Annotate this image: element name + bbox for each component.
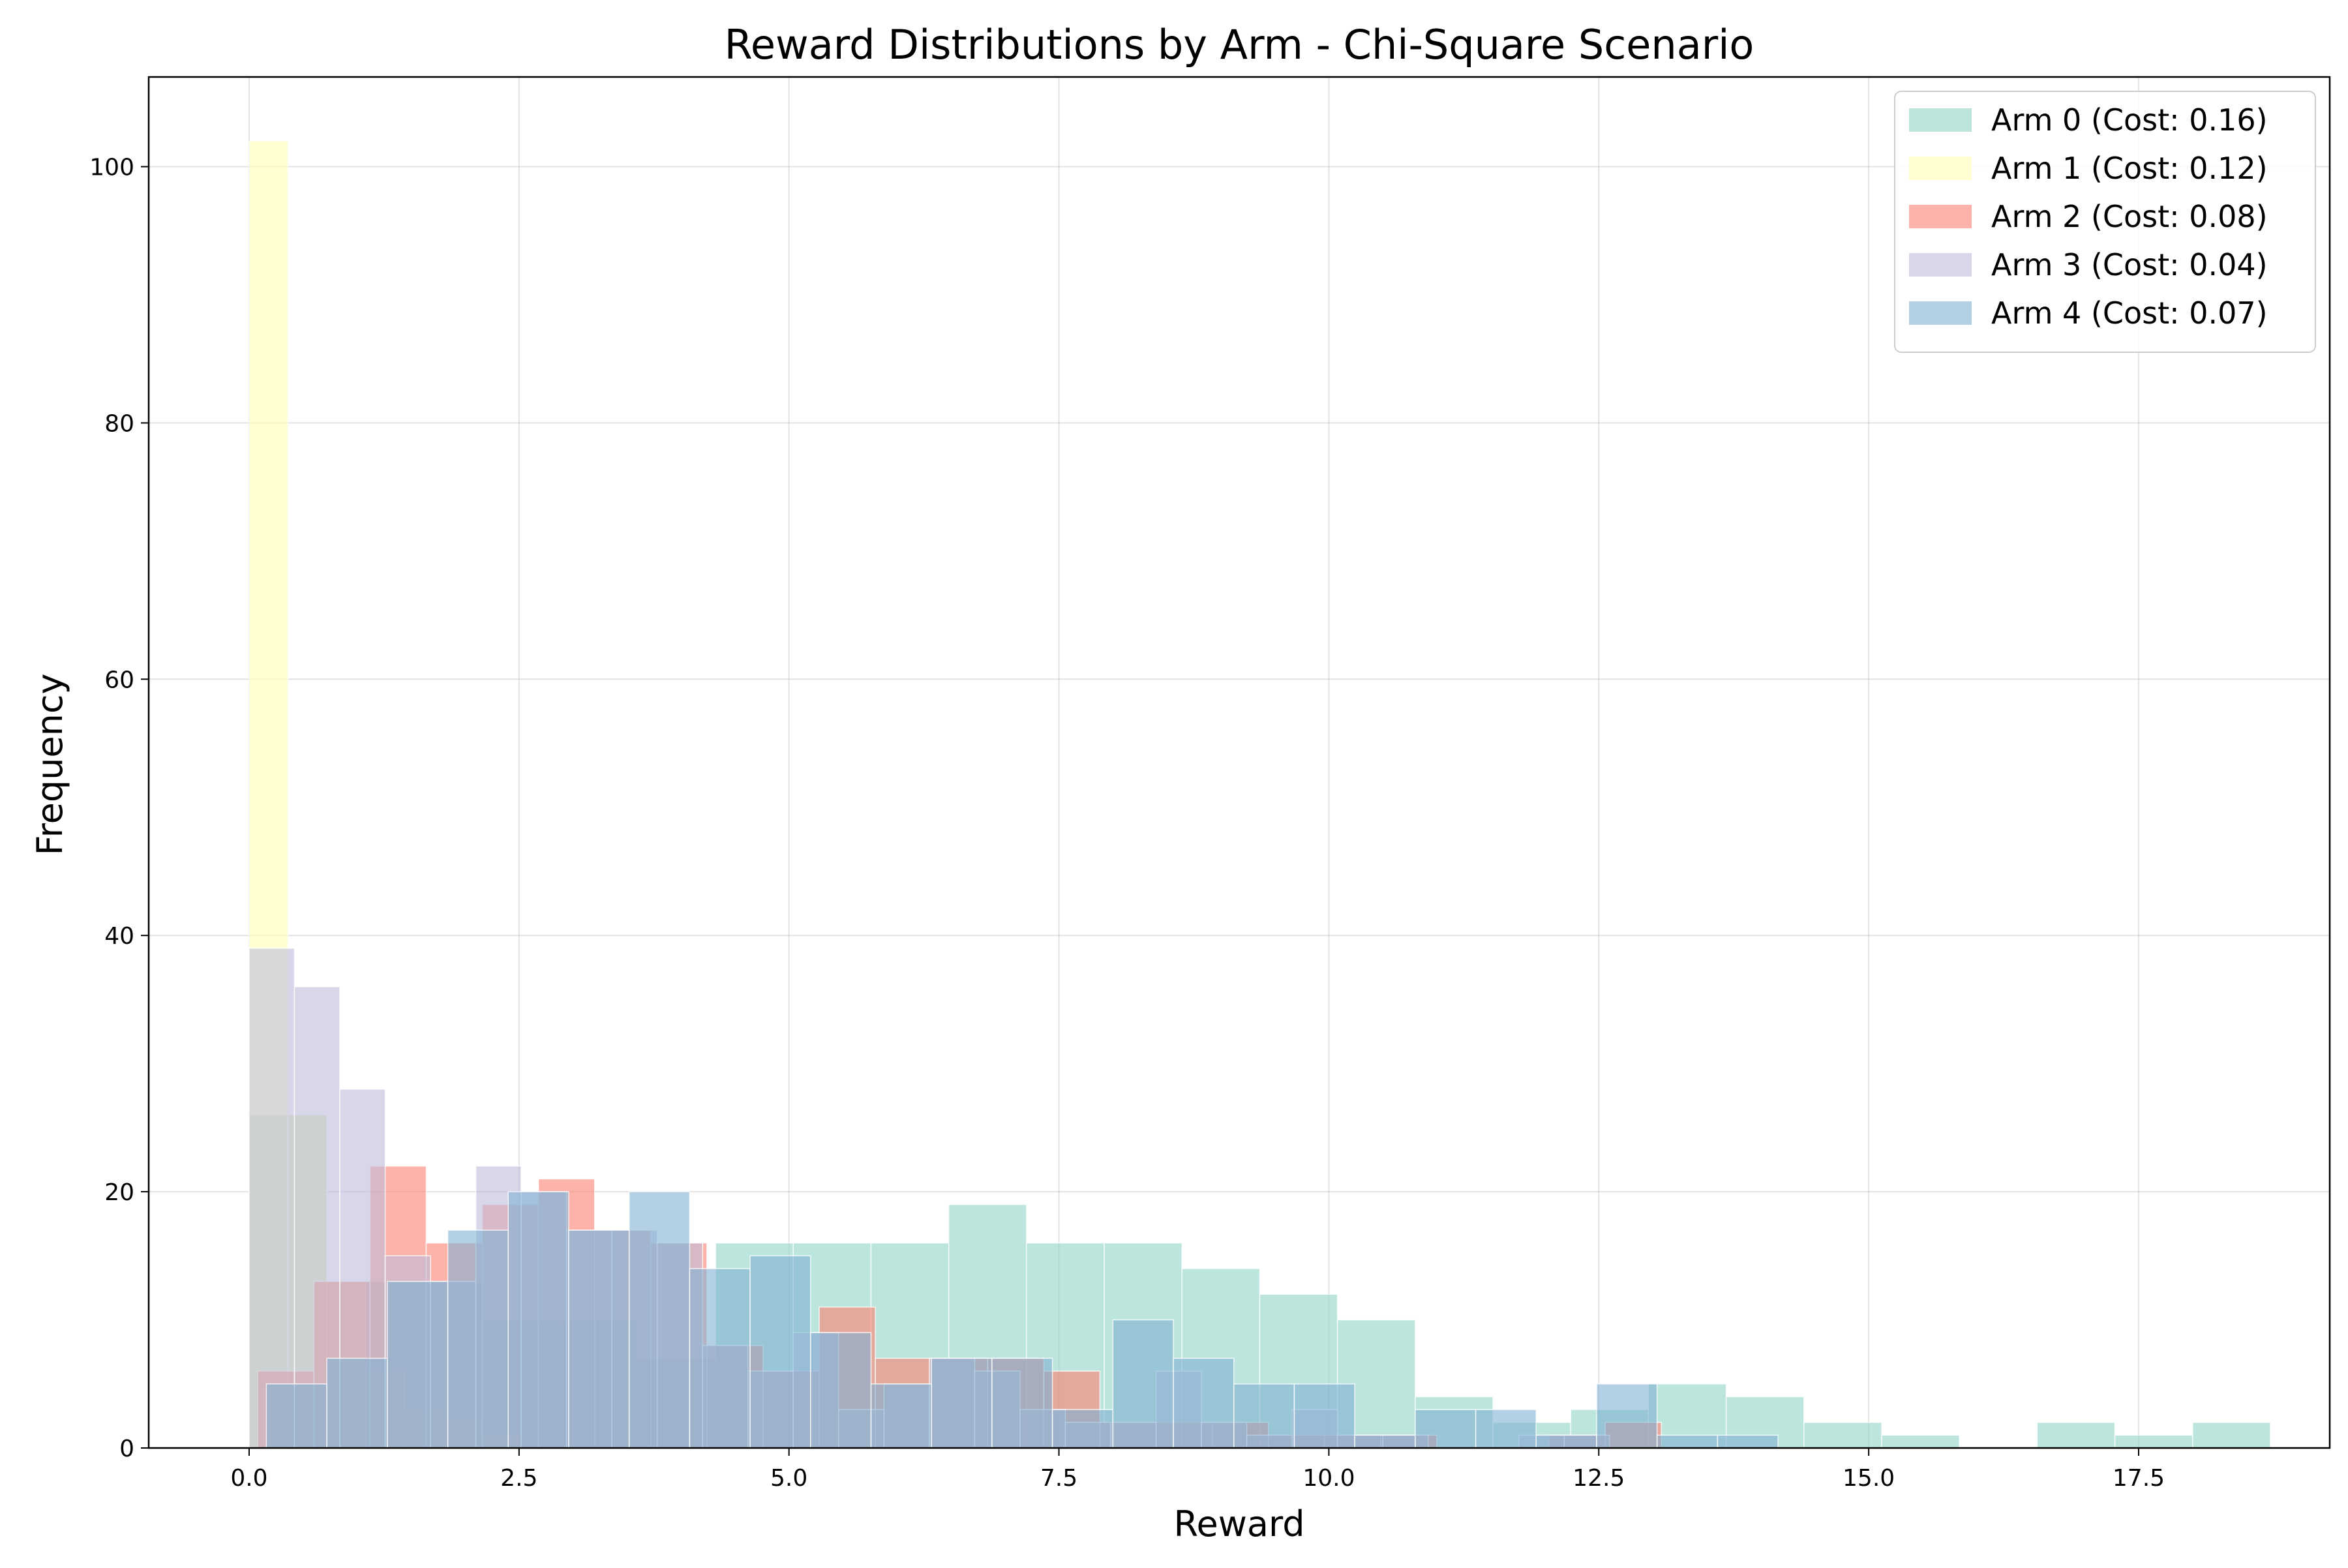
x-tick-label: 5.0 <box>770 1465 807 1492</box>
x-tick-label: 10.0 <box>1302 1465 1355 1492</box>
y-tick-label: 40 <box>104 923 134 950</box>
legend-swatch <box>1909 253 1972 277</box>
histogram-bars <box>248 140 2271 1449</box>
histogram-bar <box>749 1255 811 1449</box>
histogram-bar <box>1803 1421 1882 1449</box>
x-axis-label: Reward <box>1173 1503 1304 1545</box>
histogram-bar <box>1717 1434 1779 1449</box>
histogram-bar <box>2114 1434 2193 1449</box>
histogram-bar <box>1475 1409 1537 1449</box>
histogram-bar <box>628 1191 691 1449</box>
histogram-bar <box>248 948 295 1449</box>
legend-box <box>1894 91 2316 353</box>
legend-label: Arm 3 (Cost: 0.04) <box>1991 247 2268 282</box>
histogram-bar <box>1596 1383 1658 1449</box>
chart-title: Reward Distributions by Arm - Chi-Square… <box>725 21 1754 68</box>
histogram-bar <box>2192 1421 2271 1449</box>
legend-swatch <box>1909 205 1972 228</box>
histogram-bar <box>1535 1434 1597 1449</box>
histogram-bar <box>1173 1357 1235 1449</box>
histogram-bar <box>991 1357 1053 1449</box>
histogram-bar <box>1051 1409 1114 1449</box>
histogram-bar <box>507 1191 569 1449</box>
x-tick-label: 15.0 <box>1843 1465 1895 1492</box>
y-axis-label: Frequency <box>29 674 70 856</box>
grid-lines <box>149 77 2330 1449</box>
axis-ticks: 0.0 2.5 5.0 7.5 10.0 12.5 15.0 17.5 0 20 40 60 80 100 <box>89 155 2165 1492</box>
x-tick-label: 0.0 <box>230 1465 267 1492</box>
y-tick-label: 0 <box>119 1436 134 1462</box>
x-tick-label: 12.5 <box>1573 1465 1625 1492</box>
legend-swatch <box>1909 108 1972 132</box>
legend-label: Arm 1 (Cost: 0.12) <box>1991 151 2268 186</box>
histogram-bar <box>1354 1434 1416 1449</box>
histogram-bar <box>387 1280 449 1449</box>
y-tick-label: 60 <box>104 667 134 693</box>
legend-label: Arm 4 (Cost: 0.07) <box>1991 295 2268 331</box>
legend: Arm 0 (Cost: 0.16) Arm 1 (Cost: 0.12) Arm … <box>1894 91 2316 353</box>
histogram-bar <box>1415 1409 1477 1449</box>
histogram-bar <box>1112 1319 1174 1449</box>
histogram-bar <box>1656 1434 1719 1449</box>
histogram-bar <box>870 1383 932 1449</box>
histogram-bar <box>810 1332 872 1449</box>
histogram-bar <box>265 1383 327 1449</box>
histogram-bar <box>447 1229 509 1449</box>
histogram-bar <box>2036 1421 2116 1449</box>
histogram-bar <box>568 1229 630 1449</box>
histogram-bar <box>326 1357 388 1449</box>
histogram-bar <box>1233 1383 1295 1449</box>
legend-swatch <box>1909 301 1972 325</box>
y-tick-label: 80 <box>104 410 134 437</box>
y-tick-label: 20 <box>104 1179 134 1206</box>
x-tick-label: 7.5 <box>1040 1465 1077 1492</box>
x-tick-label: 17.5 <box>2113 1465 2165 1492</box>
legend-label: Arm 2 (Cost: 0.08) <box>1991 199 2268 234</box>
legend-label: Arm 0 (Cost: 0.16) <box>1991 102 2268 138</box>
plot-frame <box>147 76 2331 1449</box>
histogram-bar <box>1881 1434 1960 1449</box>
y-tick-label: 100 <box>89 155 134 181</box>
x-tick-label: 2.5 <box>500 1465 537 1492</box>
histogram-bar <box>931 1357 993 1449</box>
histogram-bar <box>689 1268 751 1449</box>
legend-swatch <box>1909 157 1972 180</box>
histogram-bar <box>1293 1383 1355 1449</box>
